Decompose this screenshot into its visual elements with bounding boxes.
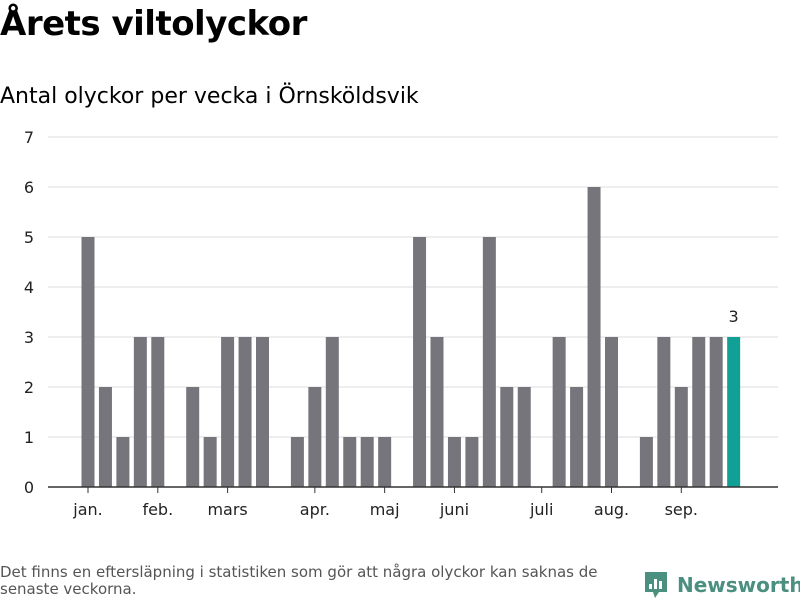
bar [570, 387, 584, 487]
bar [308, 387, 322, 487]
bar [360, 437, 374, 487]
y-tick-label: 5 [24, 228, 34, 247]
newsworthy-logo: Newsworthy [643, 570, 800, 600]
y-tick-label: 4 [24, 278, 34, 297]
bar-chart: 0 1 2 3 4 5 6 7 3 jan. feb. mars apr. maj juni juli aug.… [24, 128, 778, 519]
y-tick-label: 6 [24, 178, 34, 197]
bar [98, 387, 112, 487]
bar [657, 337, 671, 487]
bar [203, 437, 217, 487]
x-tick-label: juni [439, 500, 469, 519]
chart-subtitle: Antal olyckor per vecka i Örnsköldsvik [0, 84, 419, 109]
y-tick-label: 0 [24, 478, 34, 497]
bar [221, 337, 235, 487]
bar [674, 387, 688, 487]
data-label: 3 [729, 307, 739, 326]
x-tick-label: jan. [72, 500, 102, 519]
bar [639, 437, 653, 487]
x-tick-label: apr. [300, 500, 330, 519]
y-tick-label: 7 [24, 128, 34, 147]
axes: 0 1 2 3 4 5 6 7 3 jan. feb. mars apr. maj juni juli aug.… [24, 128, 778, 519]
bar [151, 337, 165, 487]
bar [692, 337, 706, 487]
bar [81, 237, 95, 487]
bar [517, 387, 531, 487]
y-tick-label: 3 [24, 328, 34, 347]
x-tick-label: aug. [594, 500, 629, 519]
bar [325, 337, 339, 487]
bars [81, 187, 741, 487]
bar [238, 337, 252, 487]
bar [378, 437, 392, 487]
bar [447, 437, 461, 487]
bar [290, 437, 304, 487]
x-tick-label: mars [207, 500, 247, 519]
bar [552, 337, 566, 487]
newsworthy-logo-text: Newsworthy [677, 573, 800, 597]
chart-title: Årets viltolyckor [0, 4, 307, 44]
x-tick-label: sep. [665, 500, 698, 519]
bar [587, 187, 601, 487]
y-tick-label: 1 [24, 428, 34, 447]
footnote: Det finns en eftersläpning i statistiken… [0, 563, 598, 598]
bar-highlight [727, 337, 741, 487]
x-tick-label: feb. [142, 500, 173, 519]
bar [500, 387, 514, 487]
bar [343, 437, 357, 487]
bar [605, 337, 618, 487]
bar [709, 337, 723, 487]
x-tick-label: juli [529, 500, 553, 519]
bar [256, 337, 269, 487]
bar [133, 337, 147, 487]
bar [430, 337, 444, 487]
newsworthy-logo-icon [645, 572, 667, 598]
x-tick-label: maj [370, 500, 400, 519]
bar [413, 237, 427, 487]
bar [116, 437, 130, 487]
y-tick-label: 2 [24, 378, 34, 397]
gridlines [48, 136, 778, 438]
bar [482, 237, 496, 487]
bar [186, 387, 200, 487]
bar [465, 437, 479, 487]
